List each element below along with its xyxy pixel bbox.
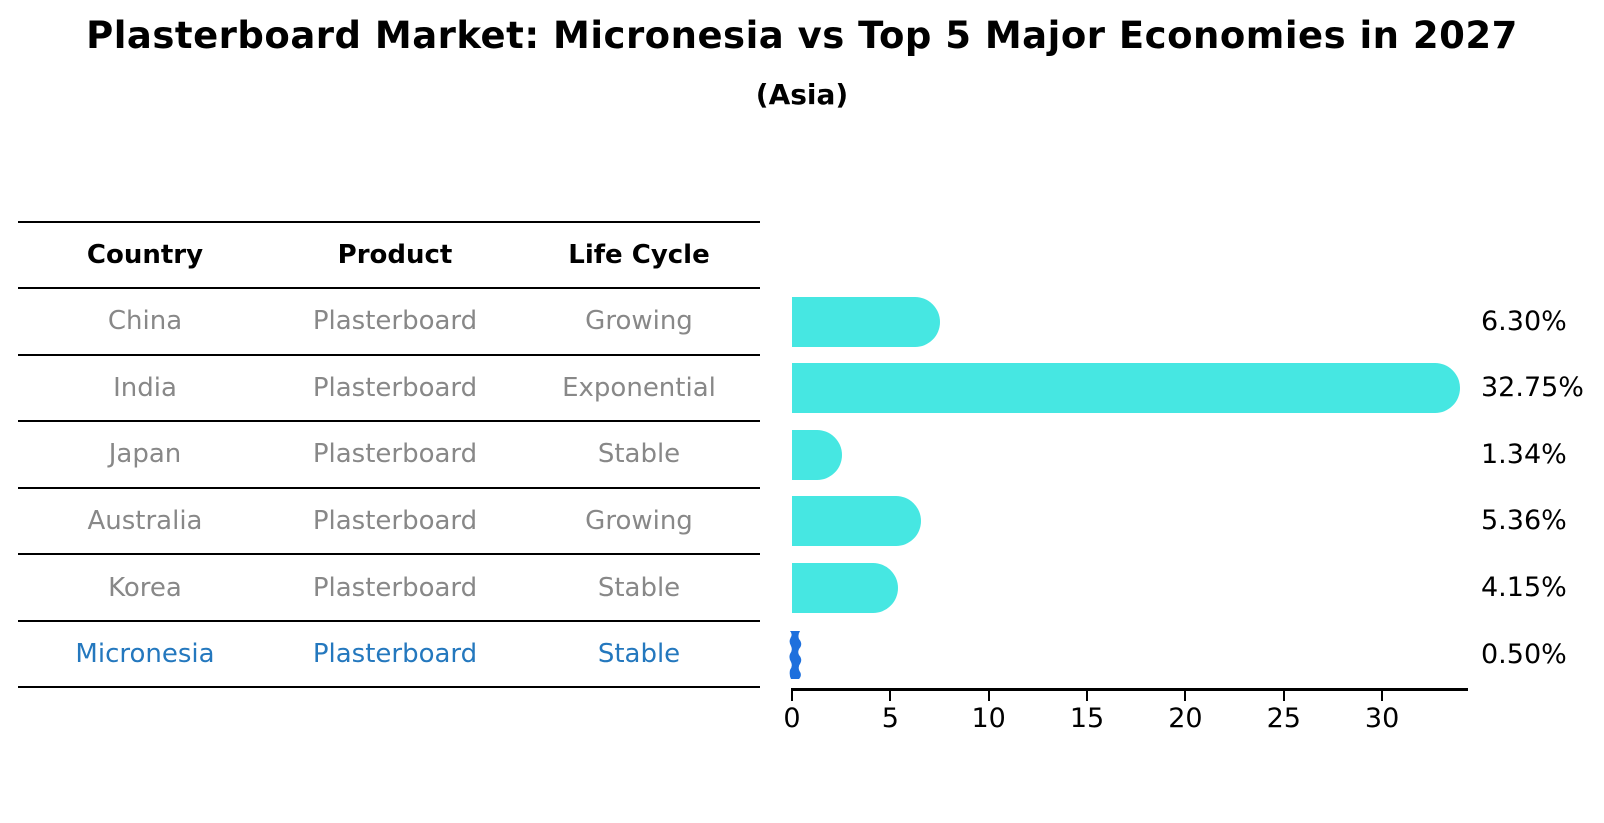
value-label: 32.75% bbox=[1481, 372, 1584, 404]
highlight-bar-micronesia bbox=[789, 630, 802, 679]
cell-life-cycle: Stable bbox=[597, 439, 681, 470]
x-axis bbox=[791, 688, 1468, 691]
x-axis-tick-label: 0 bbox=[783, 703, 801, 734]
x-axis-tick bbox=[987, 691, 990, 701]
value-label: 0.50% bbox=[1481, 638, 1567, 670]
x-axis-tick-label: 25 bbox=[1266, 703, 1301, 734]
value-label: 6.30% bbox=[1481, 305, 1567, 337]
x-axis-tick-label: 20 bbox=[1168, 703, 1203, 734]
column-header: Country bbox=[86, 240, 204, 270]
x-axis-tick-label: 5 bbox=[881, 703, 899, 734]
cell-product: Plasterboard bbox=[312, 639, 478, 670]
table-row: India Plasterboard Exponential bbox=[18, 355, 760, 422]
column-header: Product bbox=[337, 240, 453, 270]
bar-japan bbox=[792, 429, 843, 480]
bar-india bbox=[792, 363, 1461, 414]
cell-life-cycle: Growing bbox=[585, 505, 693, 536]
x-axis-tick bbox=[791, 691, 793, 701]
x-axis-tick-label: 10 bbox=[971, 703, 1006, 734]
cell-country: Korea bbox=[108, 572, 182, 603]
cell-product: Plasterboard bbox=[312, 306, 478, 337]
value-label: 4.15% bbox=[1481, 571, 1567, 603]
table-separator-line bbox=[18, 221, 760, 223]
table-separator-line bbox=[18, 553, 760, 556]
x-axis-tick bbox=[1282, 691, 1285, 701]
data-table: Country Product Life Cycle China Plasterboar… bbox=[18, 221, 760, 689]
cell-life-cycle: Growing bbox=[585, 306, 693, 337]
page-subtitle: (Asia) bbox=[755, 78, 849, 111]
table-row: China Plasterboard Growing bbox=[18, 288, 760, 355]
bar-australia bbox=[792, 496, 922, 547]
x-axis-tick-label: 15 bbox=[1069, 703, 1105, 734]
table-row: Korea Plasterboard Stable bbox=[18, 554, 760, 621]
cell-life-cycle: Stable bbox=[597, 639, 681, 670]
table-row: Japan Plasterboard Stable bbox=[18, 421, 760, 488]
x-axis-tick bbox=[1086, 691, 1089, 701]
cell-country: India bbox=[113, 372, 177, 403]
x-axis-tick bbox=[1381, 691, 1384, 701]
table-header-row: Country Product Life Cycle bbox=[18, 222, 760, 288]
cell-country: Japan bbox=[108, 439, 182, 470]
x-axis-tick bbox=[889, 691, 892, 701]
bar-china bbox=[792, 296, 940, 347]
x-axis-tick bbox=[1184, 691, 1187, 701]
table-row: Micronesia Plasterboard Stable bbox=[18, 621, 760, 688]
value-label: 1.34% bbox=[1481, 438, 1567, 470]
cell-life-cycle: Stable bbox=[597, 572, 681, 603]
x-axis-tick-label: 30 bbox=[1364, 703, 1400, 734]
cell-product: Plasterboard bbox=[312, 505, 478, 536]
cell-country: China bbox=[107, 306, 183, 337]
column-header: Life Cycle bbox=[568, 240, 710, 270]
cell-life-cycle: Exponential bbox=[562, 372, 716, 403]
table-separator-line bbox=[18, 686, 760, 689]
table-separator-line bbox=[18, 619, 760, 622]
cell-product: Plasterboard bbox=[312, 572, 478, 603]
table-separator-line bbox=[18, 287, 760, 289]
bar-korea bbox=[792, 562, 898, 613]
cell-country: Micronesia bbox=[75, 639, 215, 670]
table-row: Australia Plasterboard Growing bbox=[18, 488, 760, 555]
table-separator-line bbox=[18, 353, 760, 356]
cell-product: Plasterboard bbox=[312, 439, 478, 470]
table-separator-line bbox=[18, 486, 760, 489]
table-separator-line bbox=[18, 420, 760, 423]
cell-product: Plasterboard bbox=[312, 372, 478, 403]
value-label: 5.36% bbox=[1481, 505, 1567, 537]
page-title: Plasterboard Market: Micronesia vs Top 5… bbox=[86, 14, 1518, 57]
cell-country: Australia bbox=[87, 505, 203, 536]
